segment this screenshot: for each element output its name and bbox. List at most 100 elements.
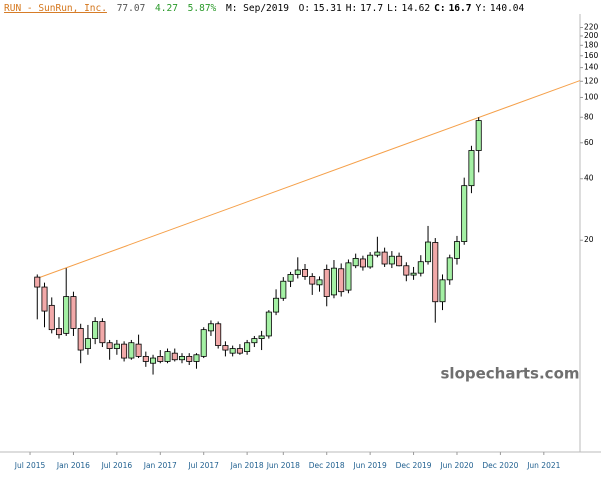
candle-body xyxy=(359,258,366,268)
field-label: H: xyxy=(346,3,357,14)
candle-body xyxy=(207,323,214,332)
candle-body xyxy=(128,342,135,359)
x-tick-label: Dec 2018 xyxy=(309,461,345,470)
candle-body xyxy=(330,267,337,296)
candle-body xyxy=(273,297,280,313)
period: M: Sep/2019 xyxy=(226,3,289,14)
candle-body xyxy=(222,345,229,351)
candle-body xyxy=(425,241,432,263)
candle-body xyxy=(367,254,374,268)
field-label: C: xyxy=(434,3,445,14)
candle-body xyxy=(200,329,207,357)
candle-body xyxy=(41,286,48,312)
x-tick-label: Jun 2019 xyxy=(353,461,387,470)
candle-body xyxy=(34,276,41,288)
candle-body xyxy=(63,296,70,334)
y-tick-label: 140 xyxy=(584,63,599,72)
candle-body xyxy=(157,355,164,362)
y-tick-label: 180 xyxy=(584,40,599,49)
candle-body xyxy=(265,311,272,337)
x-tick-label: Jan 2017 xyxy=(143,461,177,470)
field-value: 140.04 xyxy=(490,3,525,14)
candle-body xyxy=(251,338,258,344)
candle-body xyxy=(135,343,142,357)
y-tick-label: 20 xyxy=(584,235,594,244)
field-value: 16.7 xyxy=(449,3,472,14)
candle-body xyxy=(106,342,113,349)
change: 4.27 xyxy=(155,3,178,14)
candle-body xyxy=(475,120,482,151)
symbol: RUN - SunRun, Inc. xyxy=(4,3,107,14)
y-tick-label: 200 xyxy=(584,31,599,40)
candle-body xyxy=(432,242,439,303)
field-value: 17.7 xyxy=(360,3,383,14)
candle-body xyxy=(316,279,323,286)
candle-body xyxy=(84,338,91,349)
y-tick-label: 120 xyxy=(584,76,599,85)
candle-body xyxy=(302,268,309,277)
x-tick-label: Dec 2020 xyxy=(482,461,518,470)
y-tick-label: 40 xyxy=(584,174,594,183)
candle-body xyxy=(70,296,77,329)
x-tick-label: Jun 2021 xyxy=(526,461,560,470)
candle-body xyxy=(113,343,120,349)
candle-body xyxy=(193,354,200,362)
watermark: slopecharts.com xyxy=(441,365,580,383)
candle-body xyxy=(92,321,99,339)
last: 77.07 xyxy=(117,3,146,14)
change-pct: 5.87% xyxy=(188,3,217,14)
candle-body xyxy=(142,355,149,362)
candle-body xyxy=(178,355,185,361)
field-label: L: xyxy=(387,3,398,14)
candle-body xyxy=(294,269,301,275)
candle-body xyxy=(186,355,193,362)
candle-body xyxy=(468,150,475,187)
candle-body xyxy=(121,343,128,359)
candle-body xyxy=(388,255,395,265)
candle-body xyxy=(244,342,251,352)
x-tick-label: Jan 2016 xyxy=(56,461,90,470)
header: RUN - SunRun, Inc. 77.07 4.27 5.87% M: S… xyxy=(4,3,525,14)
candle-body xyxy=(99,321,106,344)
candle-body xyxy=(453,241,460,259)
x-tick-label: Jul 2016 xyxy=(101,461,133,470)
candle-body xyxy=(439,279,446,303)
candle-body xyxy=(77,328,84,351)
candle-body xyxy=(164,351,171,362)
candle-body xyxy=(461,185,468,242)
candle-body xyxy=(338,268,345,293)
candle-body xyxy=(410,272,417,276)
candle-body xyxy=(287,274,294,282)
candle-body xyxy=(417,261,424,274)
candle-body xyxy=(309,276,316,285)
candle-body xyxy=(323,268,330,297)
candle-body xyxy=(55,328,62,336)
y-tick-label: 220 xyxy=(584,23,599,32)
candle-body xyxy=(150,357,157,364)
trendline xyxy=(34,80,581,280)
x-tick-label: Jul 2017 xyxy=(187,461,219,470)
candle-body xyxy=(446,257,453,281)
candle-body xyxy=(345,262,352,291)
x-tick-label: Jun 2020 xyxy=(439,461,473,470)
x-tick-label: Jun 2018 xyxy=(266,461,300,470)
candle-body xyxy=(48,304,55,331)
field-label: Y: xyxy=(475,3,486,14)
candle-body xyxy=(352,257,359,267)
x-tick-label: Jan 2018 xyxy=(230,461,264,470)
field-value: 15.31 xyxy=(313,3,342,14)
candle-body xyxy=(171,352,178,361)
field-value: 14.62 xyxy=(402,3,431,14)
field-label: O: xyxy=(299,3,310,14)
candle-body xyxy=(229,348,236,354)
candle-body xyxy=(396,255,403,267)
y-tick-label: 60 xyxy=(584,138,594,147)
x-tick-label: Dec 2019 xyxy=(396,461,432,470)
y-tick-label: 100 xyxy=(584,92,599,101)
candle-body xyxy=(258,335,265,339)
candle-body xyxy=(381,251,388,265)
candle-body xyxy=(236,348,243,354)
candle-body xyxy=(374,251,381,256)
y-tick-label: 160 xyxy=(584,51,599,60)
